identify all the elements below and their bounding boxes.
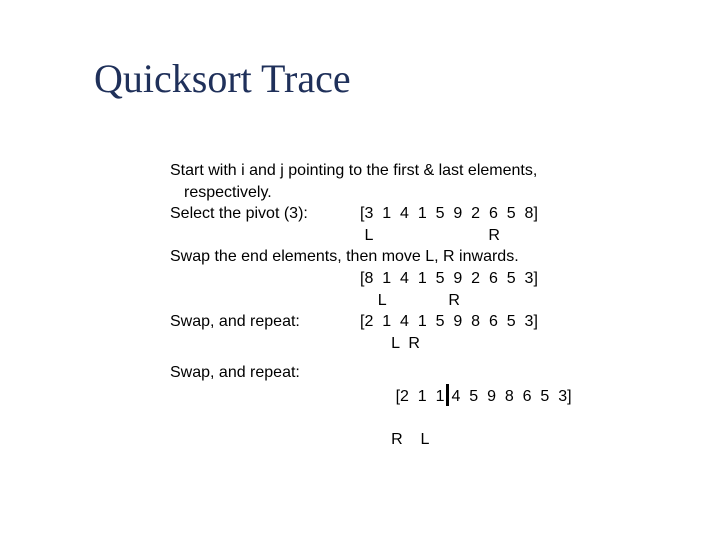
array-state: [2 1 1 4 5 9 8 6 5 3] bbox=[360, 362, 572, 429]
array-right: 4 5 9 8 6 5 3] bbox=[451, 388, 571, 405]
text-line: Swap the end elements, then move L, R in… bbox=[170, 246, 640, 268]
step-label: Select the pivot (3): bbox=[170, 203, 360, 225]
step-label: Swap, and repeat: bbox=[170, 311, 360, 333]
pointer-row: L R bbox=[170, 290, 640, 312]
array-left: [2 1 1 bbox=[396, 388, 445, 405]
pointer-row: L R bbox=[170, 333, 640, 355]
slide: { "colors": { "background": "#ffffff", "… bbox=[0, 0, 720, 540]
slide-title: Quicksort Trace bbox=[94, 55, 351, 102]
array-state: [8 1 4 1 5 9 2 6 5 3] bbox=[170, 268, 640, 290]
array-state: [2 1 4 1 5 9 8 6 5 3] bbox=[360, 311, 538, 333]
slide-body: Start with i and j pointing to the first… bbox=[170, 160, 640, 451]
step-label: Swap, and repeat: bbox=[170, 362, 360, 384]
step-row: Swap, and repeat: [2 1 1 4 5 9 8 6 5 3] bbox=[170, 362, 640, 429]
step-row: Select the pivot (3): [3 1 4 1 5 9 2 6 5… bbox=[170, 203, 640, 225]
partition-bar-icon bbox=[446, 384, 449, 406]
text-line: Start with i and j pointing to the first… bbox=[170, 160, 640, 182]
text-line: respectively. bbox=[170, 182, 640, 204]
spacer bbox=[170, 354, 640, 362]
array-state: [3 1 4 1 5 9 2 6 5 8] bbox=[360, 203, 538, 225]
pointer-row: L R bbox=[170, 225, 640, 247]
step-row: Swap, and repeat: [2 1 4 1 5 9 8 6 5 3] bbox=[170, 311, 640, 333]
pointer-row: R L bbox=[170, 429, 640, 451]
